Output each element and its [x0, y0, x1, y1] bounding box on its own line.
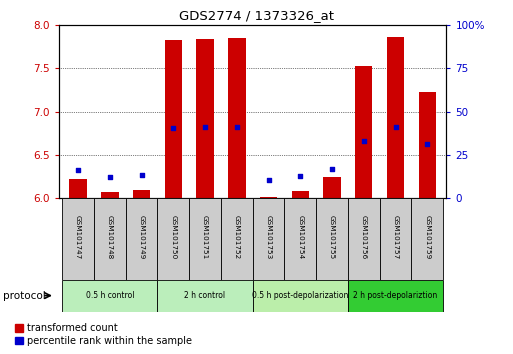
Text: GSM101750: GSM101750	[170, 215, 176, 259]
Legend: transformed count, percentile rank within the sample: transformed count, percentile rank withi…	[15, 323, 192, 346]
Point	[296, 173, 304, 178]
Point	[423, 142, 431, 147]
Bar	[126, 198, 157, 280]
Text: GSM101747: GSM101747	[75, 215, 81, 259]
Bar	[253, 280, 348, 312]
Point	[264, 177, 272, 183]
Text: GSM101756: GSM101756	[361, 215, 367, 259]
Point	[74, 168, 82, 173]
Bar	[165, 40, 182, 198]
Bar	[62, 198, 94, 280]
Text: GSM101755: GSM101755	[329, 215, 335, 259]
Bar	[348, 280, 443, 312]
Bar	[411, 198, 443, 280]
Text: GSM101757: GSM101757	[392, 215, 399, 259]
Bar	[355, 67, 372, 198]
Text: 0.5 h post-depolarization: 0.5 h post-depolarization	[252, 291, 348, 300]
Bar	[157, 280, 253, 312]
Bar	[189, 198, 221, 280]
Bar	[133, 190, 150, 198]
Point	[201, 124, 209, 130]
Bar	[253, 198, 284, 280]
Point	[391, 124, 400, 130]
Bar	[69, 179, 87, 198]
Bar	[323, 177, 341, 198]
Bar	[94, 198, 126, 280]
Text: GDS2774 / 1373326_at: GDS2774 / 1373326_at	[179, 9, 334, 22]
Text: GSM101752: GSM101752	[234, 215, 240, 259]
Text: 0.5 h control: 0.5 h control	[86, 291, 134, 300]
Text: protocol: protocol	[3, 291, 45, 301]
Point	[169, 125, 177, 131]
Bar	[101, 192, 119, 198]
Text: GSM101749: GSM101749	[139, 215, 145, 259]
Bar	[387, 37, 404, 198]
Text: 2 h post-depolariztion: 2 h post-depolariztion	[353, 291, 438, 300]
Bar	[348, 198, 380, 280]
Text: 2 h control: 2 h control	[185, 291, 226, 300]
Point	[360, 138, 368, 144]
Bar	[62, 280, 157, 312]
Bar	[316, 198, 348, 280]
Point	[106, 174, 114, 179]
Bar	[419, 92, 436, 198]
Point	[328, 166, 336, 172]
Bar	[157, 198, 189, 280]
Bar	[221, 198, 253, 280]
Text: GSM101753: GSM101753	[266, 215, 271, 259]
Bar	[380, 198, 411, 280]
Text: GSM101751: GSM101751	[202, 215, 208, 259]
Text: GSM101759: GSM101759	[424, 215, 430, 259]
Point	[137, 172, 146, 178]
Text: GSM101754: GSM101754	[297, 215, 303, 259]
Bar	[284, 198, 316, 280]
Bar	[228, 38, 246, 198]
Point	[233, 124, 241, 130]
Bar	[260, 196, 277, 198]
Bar	[291, 191, 309, 198]
Text: GSM101748: GSM101748	[107, 215, 113, 259]
Bar	[196, 39, 214, 198]
